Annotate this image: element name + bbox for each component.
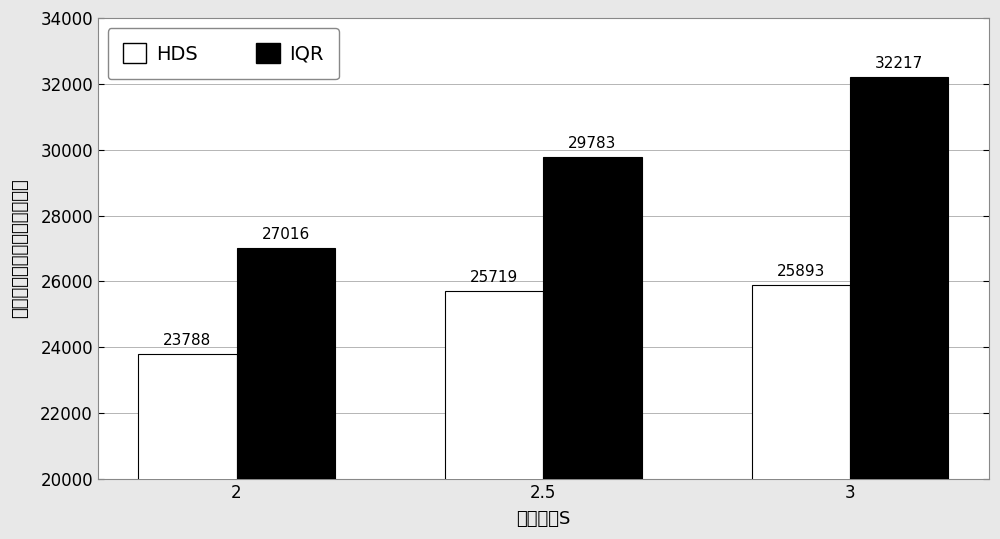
Text: 25719: 25719 (470, 270, 518, 285)
X-axis label: 安全系数S: 安全系数S (516, 510, 571, 528)
Legend: HDS, IQR: HDS, IQR (108, 28, 339, 79)
Text: 27016: 27016 (261, 227, 310, 242)
Bar (752, 285, 850, 539)
Bar (138, 354, 237, 539)
Text: 23788: 23788 (163, 333, 212, 348)
Y-axis label: 虚拟机迁移数量（单位：个）: 虚拟机迁移数量（单位：个） (11, 178, 29, 318)
Text: 32217: 32217 (875, 56, 923, 71)
Bar (445, 291, 543, 539)
Text: 25893: 25893 (777, 264, 825, 279)
Bar (850, 77, 948, 539)
Text: 29783: 29783 (568, 136, 617, 151)
Bar (237, 248, 335, 539)
Bar (543, 157, 642, 539)
